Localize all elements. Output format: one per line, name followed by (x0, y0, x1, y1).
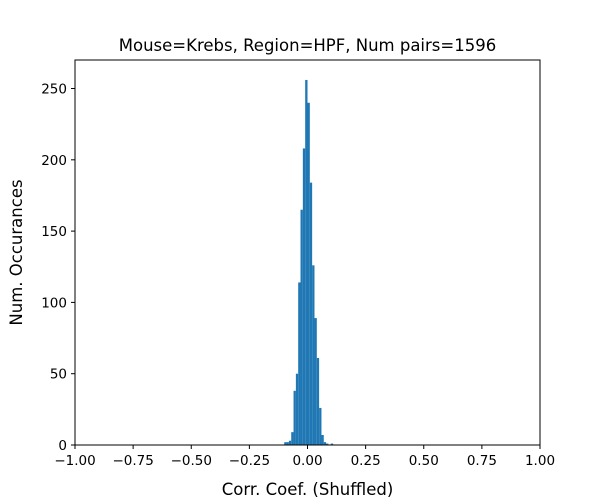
y-tick-label: 150 (41, 224, 67, 240)
histogram-bars (284, 79, 334, 446)
histogram-bar (316, 358, 320, 445)
histogram-bar (321, 435, 324, 445)
y-tick-label: 250 (41, 82, 67, 98)
histogram-bar (305, 79, 308, 446)
y-tick-label: 50 (50, 367, 67, 383)
histogram-bar (309, 182, 313, 445)
histogram-bar (293, 390, 296, 445)
x-axis-ticks: −1.00 −0.75 −0.50 −0.25 0.00 0.25 0.50 0.75 1.00 (54, 445, 555, 469)
y-axis-ticks: 0 50 100 150 200 250 (41, 82, 75, 454)
x-tick-label: 0.00 (292, 453, 322, 469)
histogram-bar (298, 282, 301, 445)
y-tick-label: 0 (58, 438, 67, 454)
x-tick-label: 0.25 (351, 453, 381, 469)
x-tick-label: 0.50 (409, 453, 439, 469)
histogram-bar (326, 443, 329, 445)
x-tick-label: −1.00 (54, 453, 95, 469)
histogram-bar (291, 432, 294, 445)
x-tick-label: −0.50 (171, 453, 212, 469)
y-tick-label: 200 (41, 153, 67, 169)
histogram-bar (295, 373, 299, 445)
histogram-bar (314, 318, 317, 445)
x-tick-label: −0.75 (112, 453, 153, 469)
x-tick-label: 0.75 (467, 453, 497, 469)
x-axis-label: Corr. Coef. (Shuffled) (222, 480, 394, 499)
histogram-bar (300, 209, 303, 445)
histogram-bar (312, 265, 315, 445)
histogram-bar (323, 442, 327, 445)
histogram-bar (286, 442, 289, 445)
histogram-bar (330, 443, 334, 445)
chart-title: Mouse=Krebs, Region=HPF, Num pairs=1596 (119, 36, 496, 55)
histogram-bar (284, 442, 287, 445)
y-axis-label: Num. Occurances (7, 179, 26, 325)
histogram-bar (307, 102, 310, 445)
y-tick-label: 100 (41, 295, 67, 311)
histogram-bar (302, 148, 306, 445)
histogram-bar (288, 440, 292, 445)
x-tick-label: −0.25 (229, 453, 270, 469)
histogram-bar (319, 407, 322, 445)
x-tick-label: 1.00 (525, 453, 555, 469)
